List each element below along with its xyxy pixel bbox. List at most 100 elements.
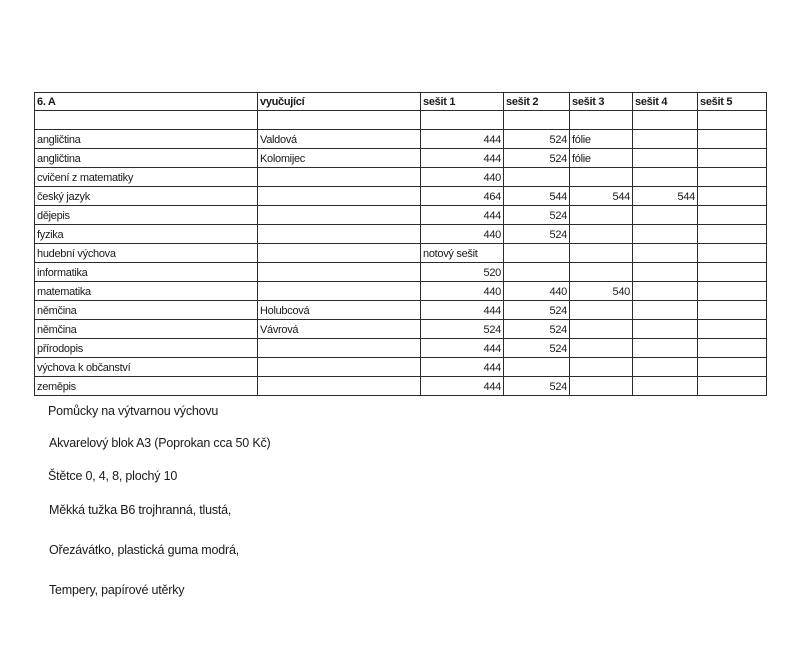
cell-teacher: Valdová — [257, 129, 421, 149]
cell-notebook-5 — [697, 129, 767, 149]
cell-notebook-4 — [632, 148, 698, 168]
cell-notebook-3 — [569, 262, 633, 282]
header-notebook-1: sešit 1 — [420, 92, 504, 111]
cell-teacher — [257, 167, 421, 187]
note-line: Akvarelový blok A3 (Poprokan cca 50 Kč) — [49, 436, 271, 450]
cell-notebook-3 — [569, 376, 633, 396]
cell-notebook-1: 440 — [420, 281, 504, 301]
table-row: přírodopis 444 524 — [34, 338, 767, 358]
cell-subject: cvičení z matematiky — [34, 167, 258, 187]
table-row: cvičení z matematiky 440 — [34, 167, 767, 187]
cell-teacher — [257, 262, 421, 282]
cell-notebook-4 — [632, 319, 698, 339]
cell-notebook-5 — [697, 376, 767, 396]
cell-notebook-3 — [569, 357, 633, 377]
cell-subject: informatika — [34, 262, 258, 282]
cell-notebook-2: 524 — [503, 319, 570, 339]
cell-notebook-2: 544 — [503, 186, 570, 206]
cell-notebook-4 — [632, 357, 698, 377]
table-row: matematika 440 440 540 — [34, 281, 767, 301]
cell-notebook-3 — [569, 167, 633, 187]
cell-notebook-2: 440 — [503, 281, 570, 301]
table-row — [34, 110, 767, 130]
cell-notebook-5 — [697, 167, 767, 187]
cell-subject: němčina — [34, 319, 258, 339]
cell-subject: zeměpis — [34, 376, 258, 396]
cell-notebook-2 — [503, 243, 570, 263]
cell-teacher: Holubcová — [257, 300, 421, 320]
header-subject: 6. A — [34, 92, 258, 111]
note-line: Měkká tužka B6 trojhranná, tlustá, — [49, 503, 232, 517]
cell-notebook-1: 444 — [420, 376, 504, 396]
cell-notebook-3: 540 — [569, 281, 633, 301]
cell-subject: hudební výchova — [34, 243, 258, 263]
cell-notebook-4 — [632, 110, 698, 130]
cell-notebook-1 — [420, 110, 504, 130]
notes-heading: Pomůcky na výtvarnou výchovu — [48, 404, 219, 418]
cell-notebook-4 — [632, 129, 698, 149]
cell-notebook-4 — [632, 224, 698, 244]
cell-notebook-4 — [632, 167, 698, 187]
cell-teacher — [257, 338, 421, 358]
cell-teacher — [257, 281, 421, 301]
cell-notebook-5 — [697, 300, 767, 320]
table-row: dějepis 444 524 — [34, 205, 767, 225]
cell-notebook-2: 524 — [503, 205, 570, 225]
cell-notebook-1: notový sešit — [420, 243, 504, 263]
cell-notebook-4: 544 — [632, 186, 698, 206]
cell-notebook-5 — [697, 243, 767, 263]
cell-teacher: Vávrová — [257, 319, 421, 339]
cell-notebook-4 — [632, 281, 698, 301]
cell-notebook-1: 444 — [420, 148, 504, 168]
cell-teacher — [257, 243, 421, 263]
cell-notebook-2: 524 — [503, 129, 570, 149]
cell-subject: přírodopis — [34, 338, 258, 358]
cell-subject: matematika — [34, 281, 258, 301]
table-row: němčina Vávrová 524 524 — [34, 319, 767, 339]
cell-teacher — [257, 376, 421, 396]
cell-notebook-2: 524 — [503, 300, 570, 320]
cell-subject: výchova k občanství — [34, 357, 258, 377]
cell-notebook-3 — [569, 224, 633, 244]
cell-notebook-5 — [697, 224, 767, 244]
cell-subject: český jazyk — [34, 186, 258, 206]
cell-notebook-3: 544 — [569, 186, 633, 206]
note-line: Tempery, papírové utěrky — [49, 583, 185, 597]
cell-notebook-1: 444 — [420, 205, 504, 225]
cell-notebook-2 — [503, 167, 570, 187]
table-row: informatika 520 — [34, 262, 767, 282]
cell-notebook-3: fólie — [569, 148, 633, 168]
cell-notebook-2: 524 — [503, 224, 570, 244]
cell-teacher — [257, 110, 421, 130]
table-row: hudební výchova notový sešit — [34, 243, 767, 263]
cell-subject: němčina — [34, 300, 258, 320]
cell-notebook-5 — [697, 357, 767, 377]
cell-notebook-3 — [569, 319, 633, 339]
cell-subject: angličtina — [34, 129, 258, 149]
cell-notebook-4 — [632, 243, 698, 263]
cell-notebook-2 — [503, 110, 570, 130]
note-line: Ořezávátko, plastická guma modrá, — [49, 543, 240, 557]
cell-notebook-5 — [697, 319, 767, 339]
cell-notebook-2: 524 — [503, 376, 570, 396]
cell-notebook-5 — [697, 338, 767, 358]
cell-teacher: Kolomijec — [257, 148, 421, 168]
cell-notebook-5 — [697, 186, 767, 206]
cell-notebook-1: 444 — [420, 357, 504, 377]
header-teacher: vyučující — [257, 92, 421, 111]
cell-notebook-3 — [569, 205, 633, 225]
table-row: fyzika 440 524 — [34, 224, 767, 244]
table-row: výchova k občanství 444 — [34, 357, 767, 377]
cell-notebook-1: 444 — [420, 338, 504, 358]
cell-notebook-5 — [697, 281, 767, 301]
cell-notebook-3 — [569, 300, 633, 320]
cell-notebook-5 — [697, 262, 767, 282]
cell-teacher — [257, 186, 421, 206]
cell-notebook-1: 520 — [420, 262, 504, 282]
cell-notebook-1: 444 — [420, 129, 504, 149]
cell-notebook-4 — [632, 205, 698, 225]
cell-notebook-1: 464 — [420, 186, 504, 206]
header-notebook-5: sešit 5 — [697, 92, 767, 111]
cell-notebook-3 — [569, 110, 633, 130]
